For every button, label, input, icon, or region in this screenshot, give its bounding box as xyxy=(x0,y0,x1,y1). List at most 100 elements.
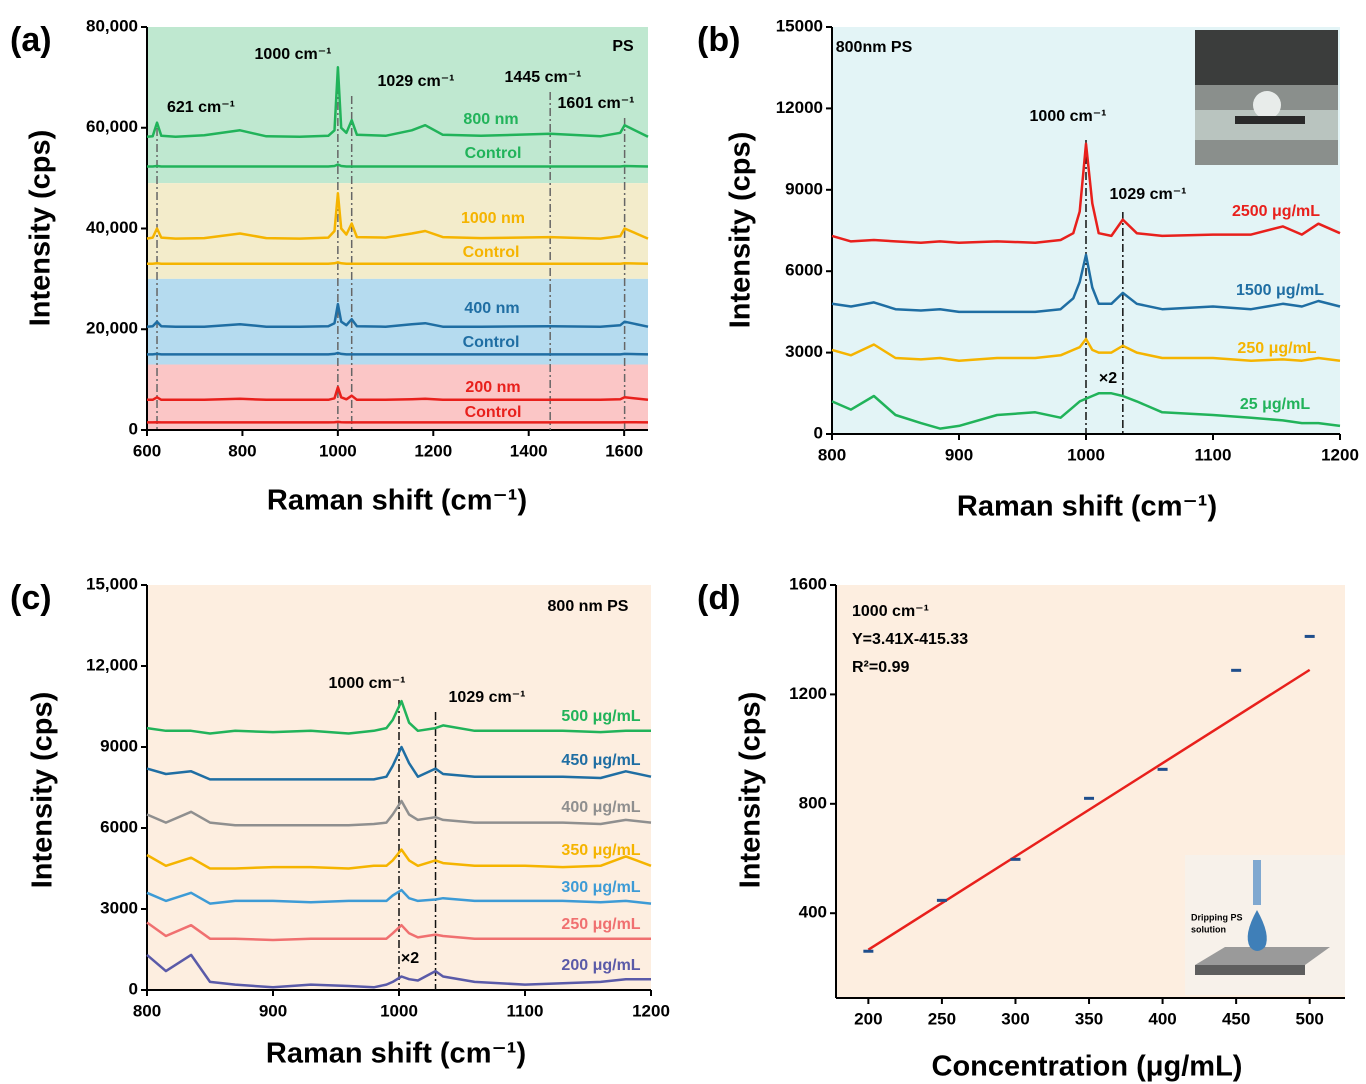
series-label: 1500 μg/mL xyxy=(1236,282,1324,299)
annotation: ×2 xyxy=(401,950,419,967)
x-tick-label: 1200 xyxy=(414,441,452,460)
x-tick-label: 250 xyxy=(928,1009,956,1028)
spectrum xyxy=(146,699,651,735)
y-tick-label: 1600 xyxy=(789,574,827,593)
y-tick-label: 40,000 xyxy=(86,218,138,237)
y-tick-label: 0 xyxy=(814,423,823,442)
x-axis-title: Concentration (μg/mL) xyxy=(932,1051,1243,1083)
data-point xyxy=(1010,857,1021,861)
y-tick-label: 9000 xyxy=(100,736,138,755)
x-axis-title: Raman shift (cm⁻¹) xyxy=(267,485,527,517)
x-axis-title: Raman shift (cm⁻¹) xyxy=(957,491,1217,523)
band xyxy=(147,278,648,365)
data-point xyxy=(863,949,874,953)
spectrum xyxy=(146,745,652,781)
annotation: 800nm PS xyxy=(836,39,913,56)
y-tick-label: 6000 xyxy=(100,817,138,836)
annotation: 800 nm PS xyxy=(548,598,629,615)
panel: 800 900 1000 1100 1200 0 3000 6000 9000 12,000 15,… xyxy=(10,574,670,1069)
y-tick-label: 400 xyxy=(799,903,827,922)
series-label: Control xyxy=(463,334,520,351)
spectrum xyxy=(831,392,1341,430)
annotation: 1601 cm⁻¹ xyxy=(558,95,635,112)
spectrum xyxy=(146,799,652,827)
spectrum xyxy=(146,848,652,870)
annotation: 1000 cm⁻¹ xyxy=(255,46,332,63)
x-tick-label: 1000 xyxy=(319,441,357,460)
panel: 200 250 300 350 400 450 500 400 800 1200 1600 1000 … xyxy=(697,574,1345,1083)
x-tick-label: 800 xyxy=(228,441,256,460)
y-tick-label: 3000 xyxy=(100,898,138,917)
x-tick-label: 600 xyxy=(133,441,161,460)
series-label: 1000 nm xyxy=(461,210,525,227)
series-label: 25 μg/mL xyxy=(1240,396,1310,413)
inset-substrate xyxy=(1195,947,1330,965)
y-tick-label: 1200 xyxy=(789,684,827,703)
y-axis-title: Intensity (cps) xyxy=(735,692,767,889)
x-tick-label: 300 xyxy=(1001,1009,1029,1028)
band xyxy=(147,27,648,184)
panel-label: (b) xyxy=(697,21,740,59)
series-label: 400 nm xyxy=(464,300,519,317)
spectrum xyxy=(146,66,649,139)
x-tick-label: 350 xyxy=(1075,1009,1103,1028)
series-label: 400 μg/mL xyxy=(561,799,640,816)
series-label: 300 μg/mL xyxy=(561,879,640,896)
annotation: 1445 cm⁻¹ xyxy=(505,69,582,86)
y-axis-title: Intensity (cps) xyxy=(27,692,59,889)
annotation: 1000 cm⁻¹ xyxy=(329,675,406,692)
spectrum xyxy=(147,261,649,266)
x-tick-label: 900 xyxy=(945,445,973,464)
y-tick-label: 15,000 xyxy=(86,574,138,593)
annotation: 1029 cm⁻¹ xyxy=(1110,186,1187,203)
spectrum xyxy=(147,163,649,168)
x-tick-label: 400 xyxy=(1148,1009,1176,1028)
x-tick-label: 1200 xyxy=(632,1001,670,1020)
series-label: 350 μg/mL xyxy=(561,842,640,859)
series-label: 2500 μg/mL xyxy=(1232,203,1320,220)
spectrum xyxy=(146,888,652,905)
y-tick-label: 9000 xyxy=(785,179,823,198)
x-tick-label: 1200 xyxy=(1321,445,1359,464)
y-tick-label: 0 xyxy=(129,419,138,438)
spectrum xyxy=(146,921,651,942)
y-tick-label: 800 xyxy=(799,793,827,812)
spectrum xyxy=(147,385,649,402)
spectrum xyxy=(146,191,649,240)
series-label: 500 μg/mL xyxy=(561,708,640,725)
annotation: ×2 xyxy=(1099,370,1117,387)
x-tick-label: 450 xyxy=(1222,1009,1250,1028)
x-tick-label: 1000 xyxy=(1067,445,1105,464)
x-tick-label: 200 xyxy=(854,1009,882,1028)
y-tick-label: 12,000 xyxy=(86,655,138,674)
data-point xyxy=(1231,668,1242,672)
x-tick-label: 800 xyxy=(818,445,846,464)
x-tick-label: 800 xyxy=(133,1001,161,1020)
y-tick-label: 15000 xyxy=(776,16,823,35)
y-tick-label: 20,000 xyxy=(86,319,138,338)
x-tick-label: 1600 xyxy=(605,441,643,460)
x-tick-label: 500 xyxy=(1296,1009,1324,1028)
x-tick-label: 1100 xyxy=(1195,445,1232,464)
inset-substrate-side xyxy=(1195,965,1305,975)
annotation: PS xyxy=(612,38,634,55)
inset-photo-top xyxy=(1195,30,1338,85)
annotation: Y=3.41X-415.33 xyxy=(852,631,968,648)
y-tick-label: 12000 xyxy=(776,98,823,117)
spectrum xyxy=(147,351,649,356)
y-tick-label: 6000 xyxy=(785,261,823,280)
data-point xyxy=(1304,634,1315,638)
series-label: 450 μg/mL xyxy=(561,752,640,769)
band xyxy=(147,364,648,430)
y-axis-title: Intensity (cps) xyxy=(725,132,757,329)
annotation: 1029 cm⁻¹ xyxy=(378,73,455,90)
x-tick-label: 1100 xyxy=(507,1001,544,1020)
series-label: 200 nm xyxy=(465,379,520,396)
panel: 800 900 1000 1100 12000300060009000120001500… xyxy=(697,16,1359,522)
data-point xyxy=(1084,796,1095,800)
spectrum xyxy=(146,302,649,328)
inset-pipette xyxy=(1253,860,1261,905)
series-label: Control xyxy=(465,145,522,162)
series-label: 250 μg/mL xyxy=(1237,340,1316,357)
